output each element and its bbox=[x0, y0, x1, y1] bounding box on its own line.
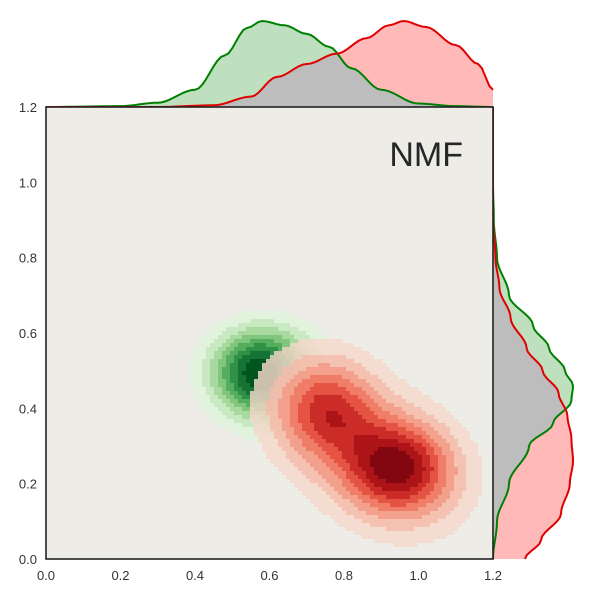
y-tick-label: 0.2 bbox=[19, 477, 37, 492]
x-tick-label: 0.0 bbox=[37, 568, 55, 583]
axes: 0.0 0.2 0.4 0.6 0.8 1.0 1.2 0.0 0.2 0.4 0.6 0.8 1.0 1… bbox=[19, 100, 502, 583]
x-tick-label: 0.6 bbox=[260, 568, 278, 583]
kde-series-1 bbox=[250, 339, 482, 547]
y-tick-label: 0.8 bbox=[19, 251, 37, 266]
x-tick-label: 1.2 bbox=[484, 568, 502, 583]
top-marginal-overlap bbox=[46, 53, 493, 107]
y-tick-label: 1.2 bbox=[19, 100, 37, 115]
y-tick-label: 0.0 bbox=[19, 552, 37, 567]
x-tick-label: 0.8 bbox=[335, 568, 353, 583]
plot-border bbox=[45, 106, 494, 560]
x-tick-label: 0.4 bbox=[186, 568, 204, 583]
y-tick-label: 0.4 bbox=[19, 401, 37, 416]
top-marginal-density bbox=[45, 19, 494, 108]
top-marginal-fill-1 bbox=[46, 21, 493, 107]
chart-annotation: NMF bbox=[389, 136, 463, 174]
kde-contours bbox=[190, 311, 482, 547]
kde-level-1-8 bbox=[370, 447, 414, 483]
x-tick-label: 1.0 bbox=[409, 568, 427, 583]
y-tick-label: 1.0 bbox=[19, 175, 37, 190]
right-marginal-density bbox=[492, 107, 575, 560]
y-tick-label: 0.6 bbox=[19, 326, 37, 341]
top-marginal-fill-0 bbox=[46, 21, 493, 107]
x-tick-label: 0.2 bbox=[111, 568, 129, 583]
right-marginal-overlap bbox=[493, 107, 566, 559]
